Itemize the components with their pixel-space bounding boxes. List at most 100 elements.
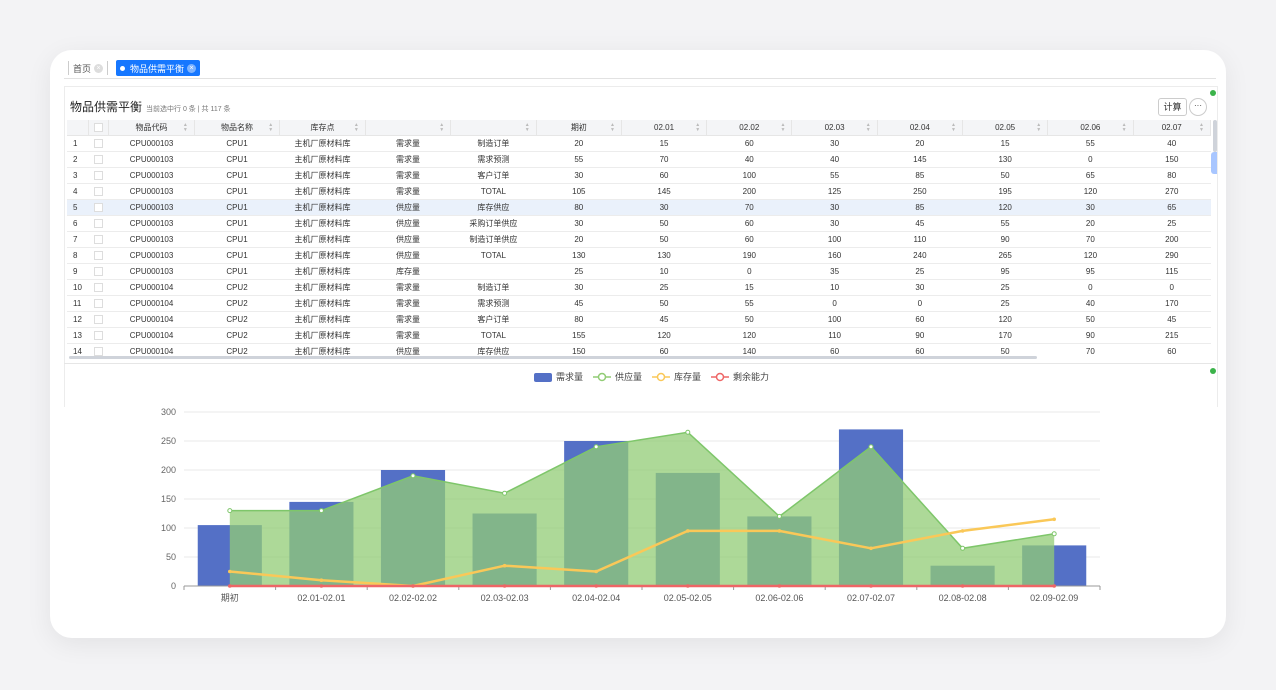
table-row[interactable]: 2 CPU000103 CPU1 主机厂原材料库 需求量 需求预测 55 70 40 40 145 1… bbox=[67, 151, 1211, 168]
table-row[interactable]: 3 CPU000103 CPU1 主机厂原材料库 需求量 客户订单 30 60 100 55 85 5… bbox=[67, 167, 1211, 184]
sort-icon[interactable]: ▲ ▼ bbox=[439, 122, 445, 133]
column-header[interactable]: ▲ ▼ bbox=[365, 120, 452, 136]
select-all-checkbox-cell[interactable] bbox=[88, 120, 110, 136]
row-checkbox[interactable] bbox=[94, 155, 104, 165]
tab-home[interactable]: 首页 × bbox=[68, 61, 109, 75]
row-checkbox-cell bbox=[88, 151, 109, 168]
table-row[interactable]: 5 CPU000103 CPU1 主机厂原材料库 供应量 库存供应 80 30 70 30 85 12… bbox=[67, 199, 1211, 216]
column-header[interactable]: 02.07 ▲ ▼ bbox=[1133, 120, 1211, 136]
row-number: 10 bbox=[67, 279, 89, 296]
table-row[interactable]: 8 CPU000103 CPU1 主机厂原材料库 供应量 TOTAL 130 130 190 16… bbox=[67, 247, 1211, 264]
close-icon[interactable]: × bbox=[94, 63, 104, 73]
column-header[interactable]: 02.06 ▲ ▼ bbox=[1047, 120, 1134, 136]
row-checkbox[interactable] bbox=[94, 267, 104, 277]
row-checkbox[interactable] bbox=[94, 283, 104, 293]
table-cell: CPU000104 bbox=[108, 295, 195, 312]
table-row[interactable]: 6 CPU000103 CPU1 主机厂原材料库 供应量 采购订单供应 30 50 60 30 45… bbox=[67, 215, 1211, 232]
sort-icon[interactable]: ▲ ▼ bbox=[524, 122, 530, 133]
row-checkbox[interactable] bbox=[94, 235, 104, 245]
calculate-button[interactable]: 计算 bbox=[1158, 98, 1187, 116]
sort-icon[interactable]: ▲ ▼ bbox=[353, 122, 359, 133]
table-cell: 50 bbox=[706, 311, 792, 328]
column-header[interactable]: 02.04 ▲ ▼ bbox=[877, 120, 963, 136]
horizontal-scrollbar[interactable] bbox=[69, 356, 1037, 359]
sort-icon[interactable]: ▲ ▼ bbox=[1036, 122, 1042, 133]
row-checkbox[interactable] bbox=[94, 139, 104, 149]
row-checkbox[interactable] bbox=[94, 347, 104, 357]
column-header[interactable]: 库存点 ▲ ▼ bbox=[279, 120, 366, 136]
legend-swatch-point bbox=[597, 372, 607, 382]
table-cell: 主机厂原材料库 bbox=[279, 311, 366, 328]
table-cell: 60 bbox=[877, 343, 963, 358]
sort-icon[interactable]: ▲ ▼ bbox=[780, 122, 786, 133]
sort-icon[interactable]: ▲ ▼ bbox=[865, 122, 871, 133]
sort-icon[interactable]: ▲ ▼ bbox=[609, 122, 615, 133]
table-row[interactable]: 12 CPU000104 CPU2 主机厂原材料库 需求量 客户订单 80 45 50 100 60… bbox=[67, 311, 1211, 328]
table-cell: 25 bbox=[877, 263, 963, 280]
row-checkbox[interactable] bbox=[94, 299, 104, 309]
table-row[interactable]: 9 CPU000103 CPU1 主机厂原材料库 库存量 25 10 0 35 25 95 95 115 bbox=[67, 263, 1211, 280]
table-row[interactable]: 14 CPU000104 CPU2 主机厂原材料库 供应量 库存供应 150 60 140 60 6… bbox=[67, 343, 1211, 358]
row-checkbox[interactable] bbox=[94, 219, 104, 229]
column-header[interactable]: 物品名称 ▲ ▼ bbox=[194, 120, 281, 136]
y-tick-label: 200 bbox=[161, 465, 176, 475]
table-cell: 0 bbox=[791, 295, 878, 312]
row-checkbox[interactable] bbox=[94, 315, 104, 325]
row-checkbox[interactable] bbox=[94, 251, 104, 261]
vertical-scrollbar[interactable] bbox=[1213, 120, 1217, 152]
table-cell: CPU000103 bbox=[108, 183, 195, 200]
table-row[interactable]: 11 CPU000104 CPU2 主机厂原材料库 需求量 需求预测 45 50 55 0 0 25 4… bbox=[67, 295, 1211, 312]
table-cell: CPU1 bbox=[194, 199, 280, 216]
table-cell: 主机厂原材料库 bbox=[279, 247, 366, 264]
column-header[interactable]: 02.05 ▲ ▼ bbox=[962, 120, 1049, 136]
column-header-label: 库存点 bbox=[310, 123, 335, 132]
sort-icon[interactable]: ▲ ▼ bbox=[1199, 122, 1204, 133]
point-capacity bbox=[777, 584, 782, 588]
table-row[interactable]: 10 CPU000104 CPU2 主机厂原材料库 需求量 制造订单 30 25 15 10 30 2… bbox=[67, 279, 1211, 296]
sort-icon[interactable]: ▲ ▼ bbox=[182, 122, 188, 133]
more-options-button[interactable]: ··· bbox=[1189, 98, 1207, 116]
table-row[interactable]: 13 CPU000104 CPU2 主机厂原材料库 需求量 TOTAL 155 120 120 1… bbox=[67, 327, 1211, 344]
column-header[interactable]: 02.03 ▲ ▼ bbox=[791, 120, 878, 136]
row-checkbox[interactable] bbox=[94, 331, 104, 341]
row-checkbox[interactable] bbox=[94, 171, 104, 181]
table-cell: CPU2 bbox=[194, 295, 280, 312]
sort-icon[interactable]: ▲ ▼ bbox=[951, 122, 956, 133]
table-row[interactable]: 4 CPU000103 CPU1 主机厂原材料库 需求量 TOTAL 105 145 200 12… bbox=[67, 183, 1211, 200]
table-cell: 主机厂原材料库 bbox=[279, 183, 366, 200]
tab-supply-demand-label: 物品供需平衡 bbox=[130, 63, 185, 74]
table-cell: 200 bbox=[706, 183, 792, 200]
row-checkbox[interactable] bbox=[94, 187, 104, 197]
column-header-label: 02.04 bbox=[909, 123, 930, 132]
point-supply bbox=[868, 444, 874, 450]
table-row[interactable]: 7 CPU000103 CPU1 主机厂原材料库 供应量 制造订单供应 20 50 60 100 1… bbox=[67, 231, 1211, 248]
table-cell: 120 bbox=[1047, 247, 1134, 264]
table-cell: 130 bbox=[621, 247, 707, 264]
select-all-checkbox[interactable] bbox=[94, 123, 104, 133]
x-tick-label: 02.05-02.05 bbox=[664, 593, 712, 603]
table-cell: 10 bbox=[621, 263, 707, 280]
sort-icon[interactable]: ▲ ▼ bbox=[1121, 122, 1127, 133]
column-header[interactable]: ▲ ▼ bbox=[450, 120, 537, 136]
table-cell: 需求量 bbox=[365, 327, 451, 344]
column-header[interactable]: 02.02 ▲ ▼ bbox=[706, 120, 793, 136]
point-capacity bbox=[1052, 584, 1056, 588]
column-header[interactable]: 02.01 ▲ ▼ bbox=[621, 120, 708, 136]
close-icon[interactable]: × bbox=[187, 63, 197, 73]
table-cell: 100 bbox=[706, 167, 792, 184]
row-checkbox[interactable] bbox=[94, 203, 104, 213]
side-panel-handle[interactable] bbox=[1211, 152, 1217, 174]
column-header[interactable]: 物品代码 ▲ ▼ bbox=[108, 120, 195, 136]
data-table: 物品代码 ▲ ▼ 物品名称 ▲ ▼ 库存点 ▲ ▼ ▲ ▼ ▲ ▼ 期初 ▲ ▼ 02.01 ▲ ▼ 02.02 ▲ ▼ 0… bbox=[67, 120, 1211, 358]
tab-supply-demand[interactable]: 物品供需平衡 × bbox=[116, 60, 201, 76]
table-cell: 110 bbox=[791, 327, 878, 344]
column-header-label: 02.07 bbox=[1161, 123, 1182, 132]
column-header[interactable]: 期初 ▲ ▼ bbox=[536, 120, 622, 136]
sort-icon[interactable]: ▲ ▼ bbox=[268, 122, 274, 133]
table-cell: 需求预测 bbox=[450, 295, 537, 312]
table-cell: 120 bbox=[962, 311, 1048, 328]
sort-icon[interactable]: ▲ ▼ bbox=[695, 122, 701, 133]
table-cell: 115 bbox=[1133, 263, 1211, 280]
table-row[interactable]: 1 CPU000103 CPU1 主机厂原材料库 需求量 制造订单 20 15 60 30 20 15… bbox=[67, 135, 1211, 152]
table-cell: 60 bbox=[706, 231, 792, 248]
